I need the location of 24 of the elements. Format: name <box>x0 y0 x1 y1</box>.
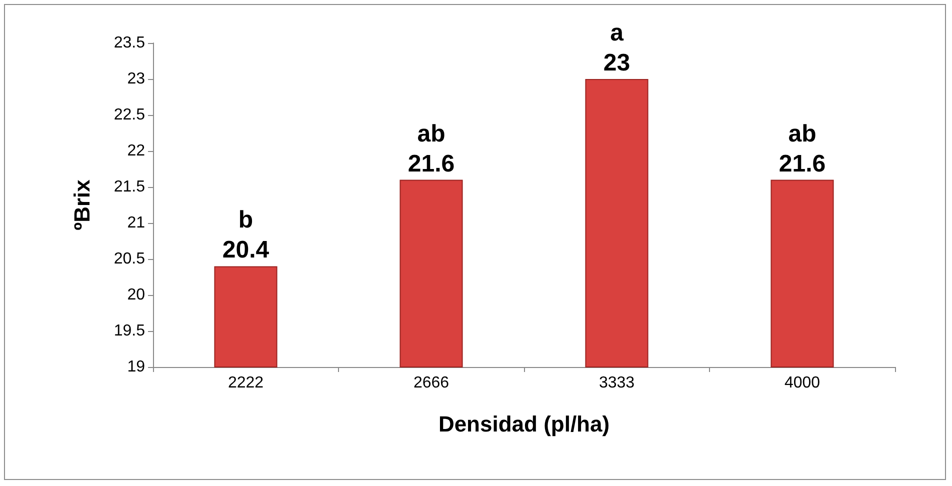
data-label: 23 <box>603 50 630 76</box>
y-tick-label: 19.5 <box>114 322 146 340</box>
y-tick-label: 20.5 <box>114 250 146 268</box>
data-label: 21.6 <box>408 150 455 178</box>
x-tick-label: 2222 <box>228 374 264 392</box>
data-label: 21.6 <box>778 150 826 178</box>
x-tick-label: 3333 <box>598 374 635 392</box>
x-axis-title: Densidad (pl/ha) <box>438 412 610 436</box>
y-tick-label: 21.5 <box>114 178 146 196</box>
annotation: b <box>238 206 254 234</box>
annotation: ab <box>417 120 446 148</box>
y-tick-label: 23.5 <box>114 34 146 52</box>
x-tick-label: 4000 <box>784 374 820 392</box>
annotation: ab <box>788 120 816 148</box>
x-tick-label: 2666 <box>413 374 450 392</box>
data-label: 20.4 <box>222 236 270 264</box>
annotation: a <box>610 20 624 46</box>
y-tick-label: 22 <box>127 142 146 160</box>
y-axis-title: ºBrix <box>70 178 94 230</box>
y-tick-label: 20 <box>127 286 146 304</box>
y-tick-label: 23 <box>127 70 146 88</box>
y-tick-label: 22.5 <box>114 106 146 124</box>
y-tick-label: 19 <box>127 358 146 376</box>
y-tick-label: 21 <box>127 214 146 232</box>
